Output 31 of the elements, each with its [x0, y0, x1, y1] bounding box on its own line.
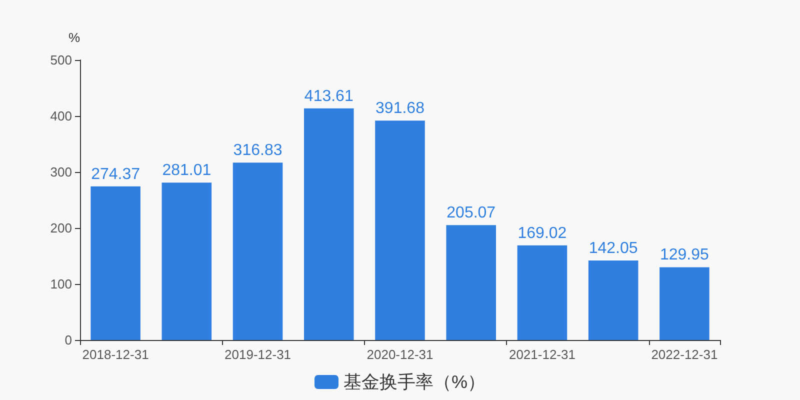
bar	[588, 260, 638, 340]
bar	[660, 267, 710, 340]
data-label: 413.61	[304, 88, 354, 105]
bar	[162, 182, 212, 340]
y-tick-label: 300	[50, 164, 72, 180]
x-tick-label: 2019-12-31	[224, 347, 292, 362]
bar	[90, 186, 140, 340]
x-tick-label: 2022-12-31	[651, 347, 718, 362]
bar	[375, 120, 425, 340]
bar	[517, 245, 568, 340]
data-label: 169.02	[518, 224, 567, 242]
x-tick-label: 2021-12-31	[508, 347, 576, 362]
data-label: 274.37	[91, 166, 140, 183]
data-label: 281.01	[162, 162, 212, 180]
data-label: 316.83	[233, 142, 282, 160]
bar	[232, 162, 283, 340]
data-label: 142.05	[588, 240, 638, 257]
x-tick-label: 2020-12-31	[366, 347, 434, 362]
legend-label: 基金换手率（%）	[344, 372, 486, 392]
y-axis-title: %	[68, 30, 80, 45]
y-tick-label: 0	[64, 332, 72, 348]
x-tick-label: 2018-12-31	[82, 347, 149, 362]
bar	[446, 225, 496, 340]
data-label: 391.68	[376, 100, 425, 118]
y-tick-label: 200	[50, 220, 72, 236]
bar	[304, 108, 354, 340]
y-tick-label: 400	[50, 108, 72, 124]
data-label: 129.95	[660, 246, 710, 264]
y-tick-label: 500	[50, 52, 72, 68]
y-tick-label: 100	[50, 276, 72, 292]
data-label: 205.07	[446, 204, 496, 222]
